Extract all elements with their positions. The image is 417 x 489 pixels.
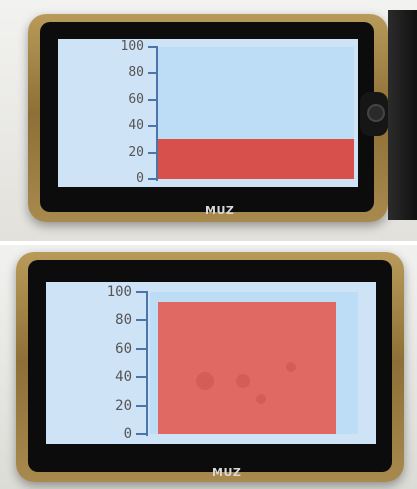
screen-glare-spot: [256, 394, 266, 404]
gauge-bar-fill: [158, 139, 354, 179]
photo-bottom: 100 80 60 40 20 0 MUZ: [0, 245, 417, 489]
screen-bezel: 100 80 60 40 20 0 MUZ: [28, 260, 392, 479]
display-screen: 100 80 60 40 20 0: [58, 39, 358, 187]
tick-mark: [136, 433, 148, 435]
gauge-bar-fill: [158, 301, 336, 434]
gauge-axis: [146, 292, 148, 436]
brand-logo: MUZ: [205, 204, 235, 217]
display-screen: 100 80 60 40 20 0: [46, 282, 376, 444]
brand-logo: MUZ: [212, 466, 242, 479]
tick-mark: [136, 347, 148, 350]
tick-label: 20: [128, 144, 144, 160]
screen-glare-spot: [196, 372, 214, 390]
media-player-device: 100 80 60 40 20 0 MUZ: [16, 252, 404, 482]
tick-mark: [136, 404, 148, 407]
tick-label: 40: [128, 118, 144, 134]
screen-glare-spot: [236, 374, 250, 388]
background-shadow: [388, 10, 417, 220]
photo-top: 100 80 60 40 20 0 MUZ: [0, 0, 417, 241]
screen-bezel: 100 80 60 40 20 0 MUZ: [40, 22, 374, 217]
tick-mark: [136, 376, 148, 379]
screen-glare-spot: [286, 362, 296, 372]
tick-label: 100: [120, 39, 144, 54]
tick-mark: [148, 178, 158, 180]
tick-label: 100: [106, 284, 132, 300]
tick-label: 40: [115, 369, 132, 386]
tick-label: 80: [115, 312, 132, 329]
tick-label: 80: [128, 65, 144, 81]
side-button-icon: [360, 92, 388, 136]
tick-mark: [148, 72, 158, 75]
tick-mark: [148, 46, 158, 48]
tick-mark: [148, 125, 158, 128]
tick-label: 0: [136, 171, 144, 186]
tick-mark: [136, 291, 148, 293]
tick-label: 60: [115, 340, 132, 357]
tick-label: 60: [128, 91, 144, 107]
gauge-axis: [156, 47, 158, 181]
media-player-device: 100 80 60 40 20 0 MUZ: [28, 14, 388, 222]
tick-label: 0: [123, 426, 132, 442]
tick-label: 20: [115, 397, 132, 414]
tick-mark: [148, 98, 158, 101]
tick-mark: [148, 151, 158, 154]
tick-mark: [136, 319, 148, 322]
